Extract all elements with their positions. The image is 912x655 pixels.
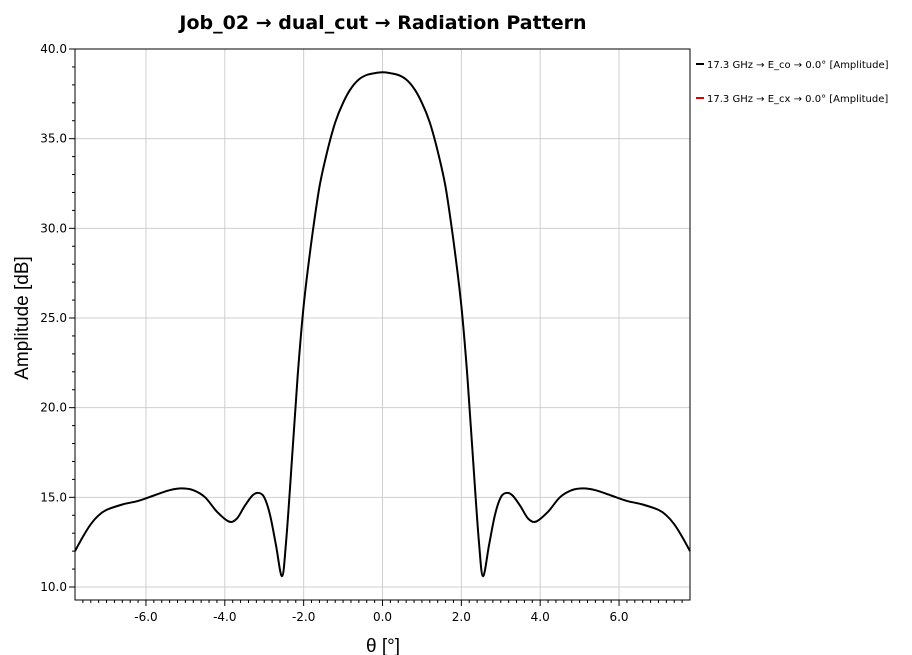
x-axis: -6.0 -4.0 -2.0 0.0 2.0 4.0 6.0: [82, 600, 683, 624]
series-layer: [74, 71, 691, 578]
x-tick-label: 2.0: [452, 610, 471, 624]
y-axis: 10.0 15.0 20.0 25.0 30.0 35.0 40.0: [40, 42, 75, 594]
x-tick-label: 4.0: [531, 610, 550, 624]
y-tick-label: 10.0: [40, 580, 67, 594]
x-tick-label: 0.0: [373, 610, 392, 624]
y-tick-label: 35.0: [40, 132, 67, 146]
grid-lines: [75, 48, 690, 600]
x-tick-label: -6.0: [134, 610, 157, 624]
x-axis-label: θ [°]: [366, 636, 400, 655]
x-tick-label: -4.0: [213, 610, 236, 624]
chart-title: Job_02 → dual_cut → Radiation Pattern: [177, 12, 586, 34]
y-axis-label: Amplitude [dB]: [12, 256, 33, 380]
legend: 17.3 GHz → E_co → 0.0° [Amplitude] 17.3 G…: [696, 60, 889, 105]
y-tick-label: 30.0: [40, 221, 67, 235]
x-tick-label: 6.0: [609, 610, 628, 624]
y-tick-label: 25.0: [40, 311, 67, 325]
y-tick-label: 20.0: [40, 401, 67, 415]
legend-entry-0: 17.3 GHz → E_co → 0.0° [Amplitude]: [707, 60, 889, 71]
series-line-0: [74, 71, 691, 578]
y-tick-label: 40.0: [40, 42, 67, 56]
legend-entry-1: 17.3 GHz → E_cx → 0.0° [Amplitude]: [707, 94, 888, 105]
x-tick-label: -2.0: [292, 610, 315, 624]
y-tick-label: 15.0: [40, 490, 67, 504]
